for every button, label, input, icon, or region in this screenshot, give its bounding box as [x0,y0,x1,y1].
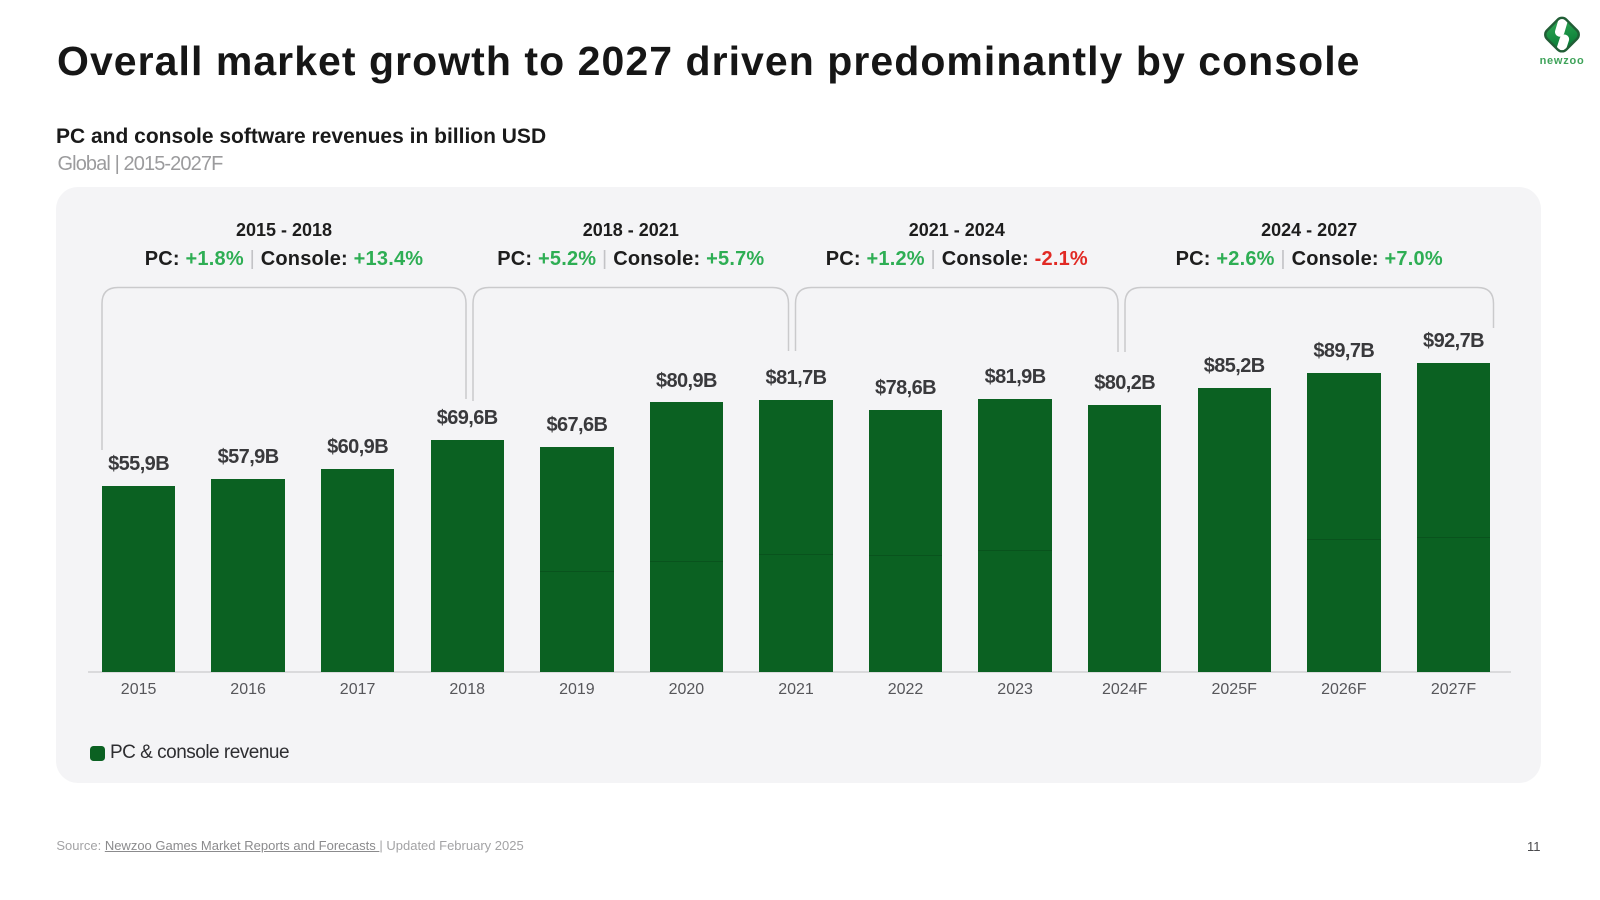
svg-text:newzoo: newzoo [1540,55,1585,67]
